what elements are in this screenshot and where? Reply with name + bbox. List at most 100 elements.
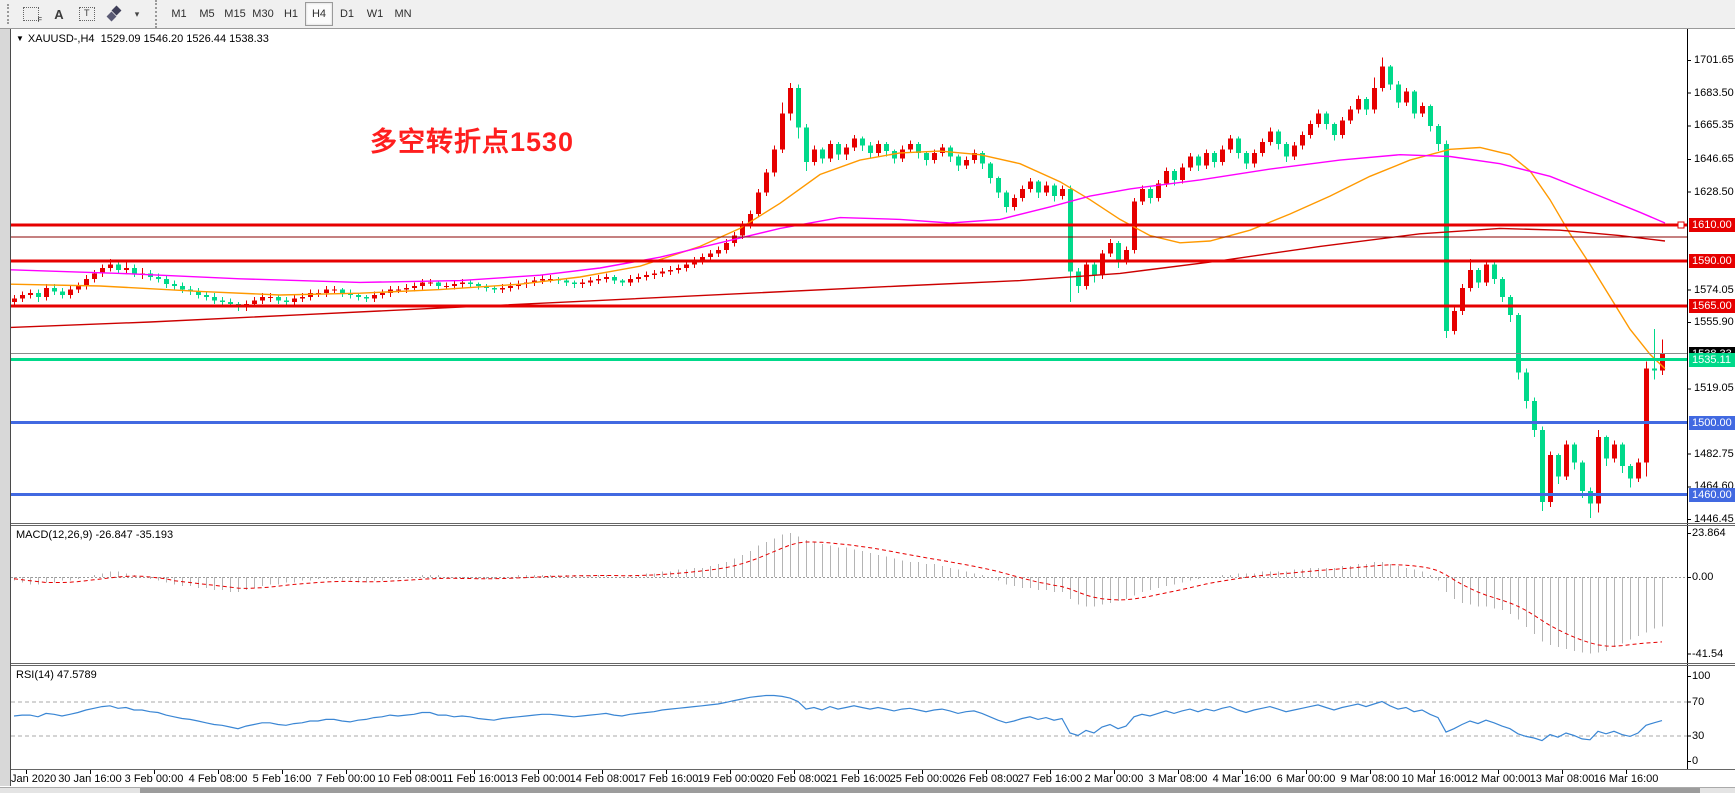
candle-body: [1484, 264, 1489, 283]
chart-title: ▼ XAUUSD-,H4 1529.09 1546.20 1526.44 1538…: [16, 33, 269, 45]
candle-body: [1372, 88, 1377, 110]
timeframe-button-h4[interactable]: H4: [305, 2, 333, 26]
candle-body: [100, 268, 105, 274]
candle-body: [492, 287, 497, 290]
candle-body: [1588, 491, 1593, 504]
timeframe-button-w1[interactable]: W1: [366, 8, 384, 20]
candle-body: [1180, 167, 1185, 180]
candle-body: [764, 172, 769, 193]
hline-handle[interactable]: [1677, 221, 1685, 229]
candle-body: [1252, 152, 1257, 164]
candle-body: [796, 88, 801, 128]
candle-body: [908, 143, 913, 150]
candle-body: [1028, 181, 1033, 189]
candle-body: [396, 289, 401, 291]
ma-orange: [10, 146, 1666, 370]
candle-body: [1548, 455, 1553, 502]
macd-values: -26.847 -35.193: [95, 529, 174, 541]
candle-body: [1428, 106, 1433, 126]
candle-body: [1148, 188, 1153, 198]
candle-body: [1452, 311, 1457, 331]
candle-body: [1524, 372, 1529, 402]
candle-body: [1628, 465, 1633, 479]
candle-body: [692, 260, 697, 265]
timeframe-button-h1[interactable]: H1: [283, 8, 299, 20]
macd-signal-line: [13, 541, 1663, 647]
candle-body: [476, 284, 481, 286]
toolbar-drag-handle[interactable]: [7, 4, 14, 24]
candle-body: [1644, 368, 1649, 463]
candle-body: [708, 253, 713, 258]
shapes-tool[interactable]: [102, 2, 128, 26]
candle-body: [436, 282, 441, 286]
candle-body: [364, 296, 369, 299]
timeframe-button-m1[interactable]: M1: [171, 8, 187, 20]
candle-body: [412, 285, 417, 288]
candle-body: [380, 293, 385, 295]
candle-body: [1108, 242, 1113, 254]
rsi-line: [13, 694, 1663, 742]
candle-body: [1612, 444, 1617, 459]
candle-body: [116, 264, 121, 270]
timeframe-button-mn[interactable]: MN: [394, 8, 412, 20]
candle-body: [1460, 287, 1465, 312]
candle-body: [748, 214, 753, 225]
candle-body: [580, 282, 585, 285]
candle-body: [1412, 91, 1417, 114]
fibonacci-grid-tool[interactable]: F: [18, 2, 44, 26]
timeframe-button-m5[interactable]: M5: [199, 8, 215, 20]
candle-body: [1244, 152, 1249, 164]
timeframe-button-m15[interactable]: M15: [224, 8, 246, 20]
candle-body: [1468, 269, 1473, 288]
candle-body: [28, 293, 33, 295]
chart-text-annotation[interactable]: 多空转折点1530: [370, 127, 575, 157]
candle-body: [1076, 271, 1081, 286]
timeframe-button-d1[interactable]: D1: [339, 8, 355, 20]
candle-body: [132, 268, 137, 274]
candle-body: [1260, 142, 1265, 153]
candle-body: [124, 268, 129, 270]
candle-body: [860, 138, 865, 146]
candle-body: [268, 296, 273, 298]
candle-body: [644, 275, 649, 277]
candle-body: [108, 264, 113, 269]
text-label-tool[interactable]: T: [74, 2, 100, 26]
candle-body: [668, 269, 673, 272]
timeframe-button-m30[interactable]: M30: [252, 8, 274, 20]
candle-body: [868, 145, 873, 153]
candle-body: [1340, 120, 1345, 135]
candle-body: [1196, 156, 1201, 166]
candle-body: [76, 285, 81, 290]
candle-body: [1420, 106, 1425, 114]
candle-body: [428, 282, 433, 284]
candle-body: [1572, 444, 1577, 463]
candle-body: [468, 282, 473, 285]
text-tool[interactable]: A: [46, 2, 72, 26]
ma-red: [10, 227, 1666, 329]
candle-body: [1652, 368, 1657, 371]
toolbar: F A T ▾ M1 M5 M15 M30 H1 H4 D1 W1 MN: [0, 0, 1735, 29]
candle-body: [1044, 185, 1049, 193]
drawing-toolbar: F A T ▾: [0, 0, 149, 28]
candle-body: [1596, 437, 1601, 504]
candle-body: [1660, 353, 1665, 371]
candle-body: [1388, 66, 1393, 85]
candle-body: [1308, 124, 1313, 135]
candle-body: [196, 291, 201, 295]
candle-body: [604, 276, 609, 279]
candle-body: [1220, 149, 1225, 162]
horizontal-scrollbar[interactable]: [0, 787, 1735, 793]
candle-body: [820, 149, 825, 159]
candle-body: [660, 271, 665, 274]
shapes-dropdown[interactable]: ▾: [130, 2, 144, 26]
candle-body: [1004, 192, 1009, 207]
candle-body: [772, 149, 777, 173]
candle-body: [756, 192, 761, 215]
candle-body: [788, 88, 793, 114]
candle-body: [36, 293, 41, 297]
candle-body: [1012, 197, 1017, 207]
chart-expand-icon[interactable]: ▼: [16, 34, 24, 43]
ma-magenta: [10, 153, 1666, 284]
scrollbar-thumb[interactable]: [140, 788, 1700, 793]
